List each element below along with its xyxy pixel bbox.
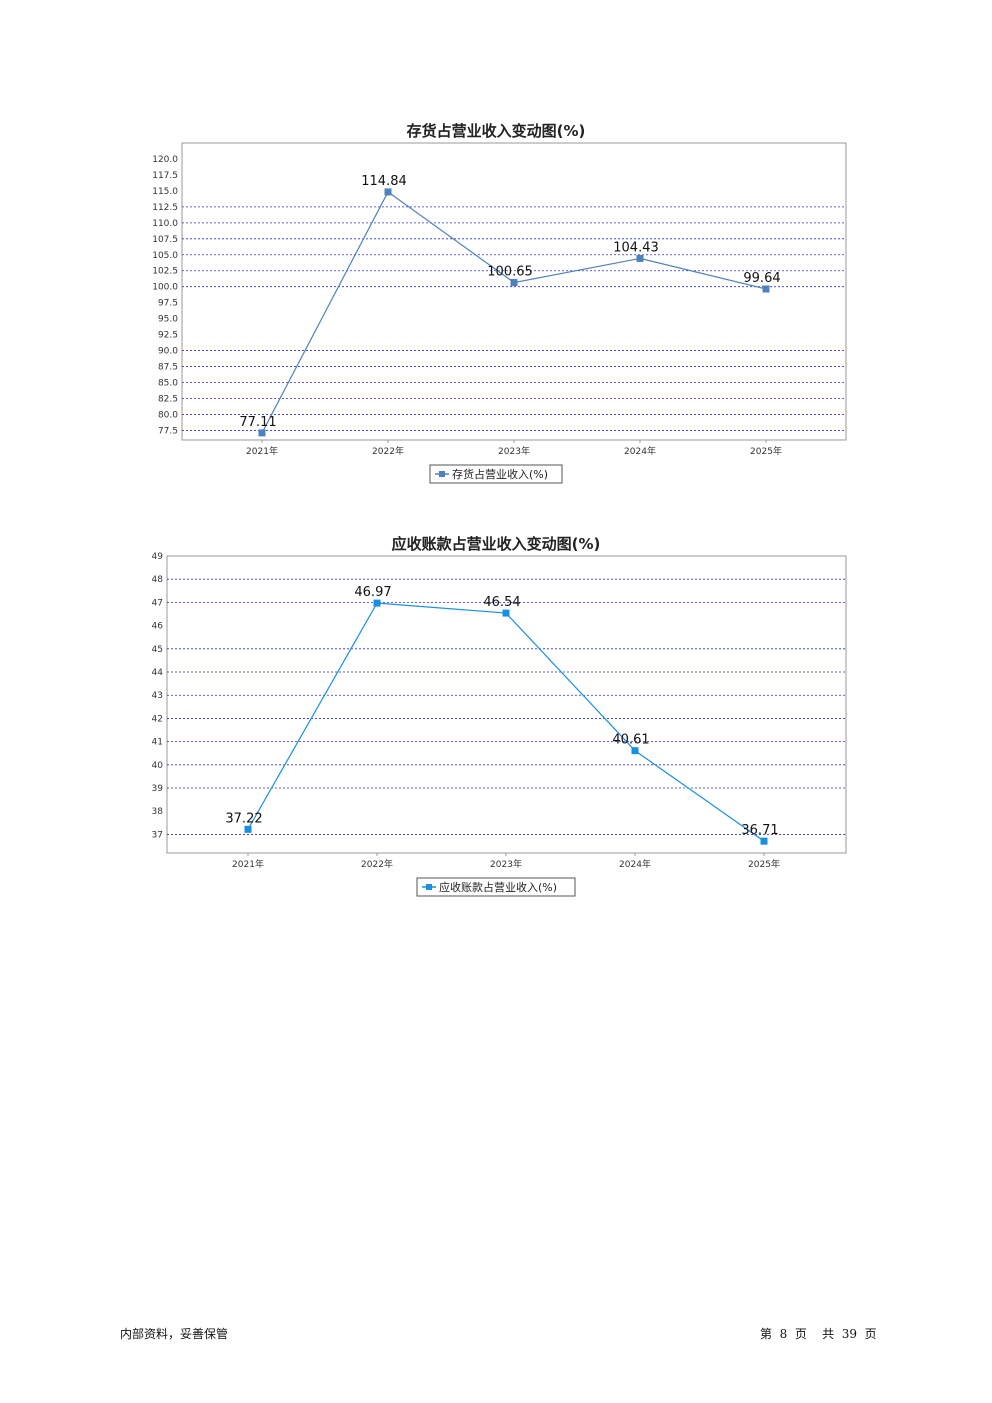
chart-receivable-ratio: 应收账款占营业收入变动图(%) 37 38 39 40 41 42 43 44 45 46 47 48… bbox=[152, 535, 847, 897]
y-tick-label: 112.5 bbox=[152, 203, 178, 213]
chart-svg: 77.5 80.0 82.5 85.0 87.5 90.0 92.5 95.0 97.5 100.… bbox=[152, 142, 847, 484]
legend-box bbox=[416, 877, 576, 897]
chart-svg: 37 38 39 40 41 42 43 44 45 46 47 48 49 2021年 2022年 2023… bbox=[152, 552, 847, 897]
data-point bbox=[510, 279, 518, 287]
legend-label: 存货占营业收入(%) bbox=[452, 467, 548, 481]
data-point bbox=[384, 188, 392, 196]
data-label: 77.11 bbox=[239, 415, 276, 430]
x-tick-label: 2024年 bbox=[624, 445, 656, 457]
y-tick-label: 102.5 bbox=[152, 267, 178, 277]
x-tick-label: 2025年 bbox=[750, 445, 782, 457]
y-tick-label: 40 bbox=[152, 761, 164, 771]
y-tick-label: 92.5 bbox=[158, 331, 178, 341]
x-tick-label: 2021年 bbox=[246, 445, 278, 457]
chart-inventory-ratio: 存货占营业收入变动图(%) 77.5 80.0 82.5 85.0 87.5 90.0 92… bbox=[0, 0, 992, 500]
data-label: 36.71 bbox=[741, 823, 778, 838]
chart-title: 应收账款占营业收入变动图(%) bbox=[391, 535, 601, 553]
y-tick-label: 46 bbox=[152, 622, 164, 632]
legend-marker bbox=[439, 471, 445, 477]
y-tick-label: 97.5 bbox=[158, 299, 178, 309]
y-tick-label: 48 bbox=[152, 575, 164, 585]
y-tick-label: 44 bbox=[152, 668, 164, 678]
y-tick-label: 120.0 bbox=[152, 155, 178, 165]
data-point bbox=[502, 609, 510, 617]
series-line bbox=[247, 602, 765, 842]
y-tick-label: 87.5 bbox=[158, 363, 178, 373]
x-tick-label: 2023年 bbox=[490, 858, 522, 870]
footer-page-number: 第 8 页 共 39 页 bbox=[760, 1327, 877, 1341]
data-point bbox=[373, 599, 381, 607]
data-point bbox=[636, 254, 644, 262]
x-tick-label: 2022年 bbox=[361, 858, 393, 870]
data-point bbox=[762, 285, 770, 293]
data-label: 114.84 bbox=[361, 174, 407, 189]
y-tick-label: 43 bbox=[152, 691, 163, 701]
y-tick-label: 39 bbox=[152, 784, 164, 794]
data-label: 40.61 bbox=[612, 733, 649, 748]
data-point bbox=[244, 825, 252, 833]
data-point bbox=[258, 429, 266, 437]
legend-marker bbox=[426, 884, 432, 890]
y-tick-label: 41 bbox=[152, 738, 163, 748]
footer-left: 内部资料，妥善保管 bbox=[120, 1327, 229, 1341]
x-tick-label: 2024年 bbox=[619, 858, 651, 870]
x-tick-label: 2023年 bbox=[498, 445, 530, 457]
y-tick-label: 47 bbox=[152, 598, 163, 608]
y-tick-label: 105.0 bbox=[152, 251, 178, 261]
x-tick-label: 2025年 bbox=[748, 858, 780, 870]
data-label: 104.43 bbox=[613, 240, 659, 255]
y-tick-label: 45 bbox=[152, 645, 163, 655]
y-tick-label: 100.0 bbox=[152, 283, 178, 293]
legend-box bbox=[429, 464, 563, 484]
y-tick-label: 37 bbox=[152, 830, 163, 840]
chart-title: 存货占营业收入变动图(%) bbox=[406, 122, 586, 140]
y-tick-label: 38 bbox=[152, 807, 164, 817]
legend-label: 应收账款占营业收入(%) bbox=[439, 880, 557, 894]
y-tick-label: 82.5 bbox=[158, 394, 178, 404]
y-tick-label: 117.5 bbox=[152, 171, 178, 181]
data-label: 100.65 bbox=[487, 265, 533, 280]
y-tick-label: 80.0 bbox=[158, 410, 178, 420]
data-point bbox=[760, 837, 768, 845]
data-label: 46.97 bbox=[354, 585, 391, 600]
y-tick-label: 107.5 bbox=[152, 235, 178, 245]
data-label: 37.22 bbox=[225, 811, 262, 826]
data-label: 99.64 bbox=[743, 271, 780, 286]
y-tick-label: 90.0 bbox=[158, 347, 178, 357]
x-tick-label: 2022年 bbox=[372, 445, 404, 457]
y-tick-label: 77.5 bbox=[158, 426, 178, 436]
y-tick-label: 115.0 bbox=[152, 187, 178, 197]
x-tick-label: 2021年 bbox=[232, 858, 264, 870]
y-tick-label: 85.0 bbox=[158, 379, 178, 389]
y-tick-label: 95.0 bbox=[158, 315, 178, 325]
y-tick-label: 110.0 bbox=[152, 219, 178, 229]
y-tick-label: 42 bbox=[152, 714, 163, 724]
data-label: 46.54 bbox=[483, 595, 520, 610]
data-point bbox=[631, 747, 639, 755]
y-tick-label: 49 bbox=[152, 552, 164, 562]
